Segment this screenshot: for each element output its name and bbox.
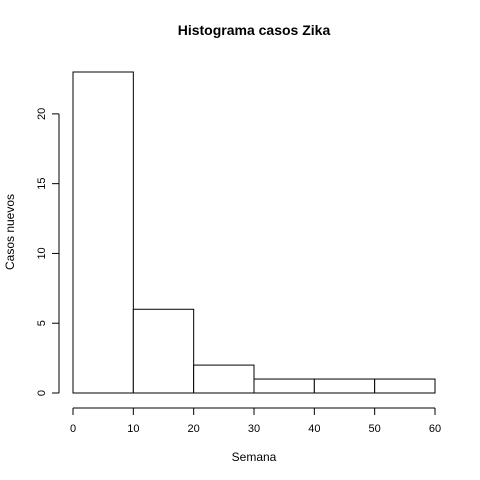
histogram-bar (193, 364, 255, 394)
bars-group (72, 71, 436, 394)
histogram-bar (374, 378, 436, 394)
y-tick-label: 5 (36, 320, 48, 326)
histogram-bar (72, 71, 134, 394)
x-tick-label: 40 (308, 423, 320, 435)
x-tick-label: 60 (429, 423, 441, 435)
y-tick-label: 20 (36, 108, 48, 120)
histogram-bar (132, 308, 195, 394)
x-tick-label: 0 (70, 423, 76, 435)
x-axis-label: Semana (232, 450, 277, 464)
x-tick-label: 50 (369, 423, 381, 435)
y-axis: 0 5 10 15 20 (36, 108, 60, 396)
histogram-bar (253, 378, 315, 394)
y-axis-label: Casos nuevos (3, 194, 17, 270)
x-tick-label: 30 (248, 423, 260, 435)
chart-title: Histograma casos Zika (178, 22, 331, 38)
y-tick-label: 10 (36, 247, 48, 259)
histogram-bar (313, 378, 376, 394)
y-tick-label: 0 (36, 390, 48, 396)
x-axis: 0 10 20 30 40 50 60 (70, 407, 441, 435)
x-tick-label: 20 (188, 423, 200, 435)
x-tick-label: 10 (127, 423, 139, 435)
y-tick-label: 15 (36, 178, 48, 190)
